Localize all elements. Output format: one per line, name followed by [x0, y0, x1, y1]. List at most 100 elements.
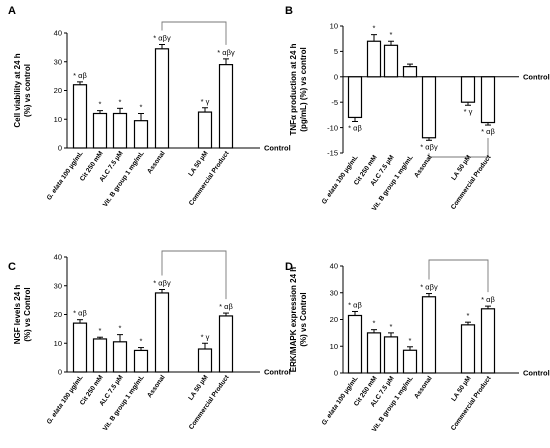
category-label: G. elata 100 µg/mL: [46, 374, 85, 426]
bar: [347, 314, 363, 374]
baseline-label: Control: [523, 73, 550, 82]
category-label: LA 50 µM: [187, 374, 210, 402]
bar: [197, 348, 213, 373]
y-tick-label: 30: [54, 57, 62, 66]
y-axis-title: Cell viability at 24 h(%) vs control: [13, 53, 32, 127]
bar: [402, 349, 418, 374]
bar: [92, 112, 108, 149]
bar: [366, 40, 382, 78]
bar: [133, 349, 149, 373]
bar: [72, 322, 88, 373]
bar: [480, 76, 496, 124]
bar: [480, 308, 496, 374]
bar: [383, 44, 399, 78]
significance-label: *: [119, 97, 122, 106]
significance-label: *: [140, 103, 143, 112]
significance-label: * αβ: [219, 302, 233, 311]
chart-panel-a: A 0 10 20 30 40 Cell viability at 24 h(%) vs c…: [8, 5, 291, 208]
baseline-label: Control: [523, 369, 550, 378]
y-tick-label: 10: [54, 115, 62, 124]
significance-label: *: [373, 319, 376, 328]
chart-panel-d: D 0 10 20 30 40 ERK/MAPK expression 24 h(%) vs…: [285, 259, 550, 433]
category-label: Vit. B group 1 mg/mL: [102, 374, 146, 432]
y-tick-label: -15: [327, 149, 338, 158]
bar: [460, 76, 476, 103]
category-label: Assonal: [146, 150, 167, 175]
y-tick-label: 0: [334, 369, 338, 378]
y-tick-label: -5: [331, 98, 338, 107]
y-tick-label: 10: [330, 342, 338, 351]
significance-label: * γ: [464, 107, 473, 116]
category-label: Vit. B group 1 mg/mL: [102, 150, 146, 208]
significance-label: *: [119, 324, 122, 333]
significance-label: * αβγ: [217, 48, 235, 57]
chart-panel-c: C 0 10 20 30 40 NGF levels 24 h(%) vs Control C…: [8, 250, 291, 432]
category-label-italic: G. elata: [46, 178, 66, 202]
y-axis-title-line: Cell viability at 24 h: [13, 53, 22, 127]
significance-label: * αβ: [73, 71, 87, 80]
category-label: Assonal: [146, 374, 167, 399]
category-label: LA 50 µM: [187, 150, 210, 178]
comparison-bracket: [161, 21, 227, 45]
significance-label: *: [99, 100, 102, 109]
category-label: G. elata 100 µg/mL: [46, 150, 85, 202]
bar: [421, 296, 437, 374]
y-tick-label: 30: [54, 281, 62, 290]
category-label: Commercial Product: [188, 373, 231, 430]
y-axis-title-line: ERK/MAPK expression 24 h: [289, 267, 298, 372]
bar: [197, 111, 213, 149]
y-axis-title-line: (%) vs Control: [23, 287, 32, 341]
y-axis-title: ERK/MAPK expression 24 h(%) vs Control: [289, 267, 308, 372]
significance-label: * αβγ: [420, 283, 438, 292]
significance-label: * αβγ: [153, 278, 171, 287]
y-tick-label: 30: [330, 288, 338, 297]
y-tick-label: 5: [334, 47, 338, 56]
significance-label: * αβ: [348, 124, 362, 133]
significance-label: *: [467, 311, 470, 320]
bar: [460, 324, 476, 374]
y-tick-label: 40: [54, 29, 62, 38]
bar: [383, 336, 399, 374]
y-tick-label: -10: [327, 123, 338, 132]
bar: [154, 48, 170, 149]
y-axis-title-line: TNFα production at 24 h: [289, 43, 298, 135]
bar: [347, 76, 363, 119]
significance-label: *: [409, 336, 412, 345]
category-label: Commercial Product: [450, 153, 493, 210]
y-axis-title: TNFα production at 24 h(pg/mL) (%) vs co…: [289, 43, 308, 135]
significance-label: * γ: [201, 332, 210, 341]
significance-label: * αβ: [348, 300, 362, 309]
chart-panel-b: B -15 -10 -5 0 5 10 TNFα production at 24 h(pg/…: [285, 5, 550, 212]
category-label: Assonal: [413, 154, 434, 179]
bar: [72, 84, 88, 149]
significance-label: * αβ: [73, 309, 87, 318]
y-tick-label: 0: [58, 144, 62, 153]
significance-label: * αβγ: [153, 34, 171, 43]
y-tick-label: 20: [54, 86, 62, 95]
y-tick-label: 40: [330, 262, 338, 271]
y-tick-label: 0: [58, 368, 62, 377]
y-axis-title-line: (%) vs control: [23, 64, 32, 117]
bar: [366, 332, 382, 374]
significance-label: * αβγ: [420, 142, 438, 151]
bar: [421, 76, 437, 139]
y-tick-label: 10: [330, 22, 338, 31]
y-axis-title-line: (%) vs Control: [299, 292, 308, 346]
bar: [112, 112, 128, 149]
bar: [112, 341, 128, 373]
category-label: Commercial Product: [450, 374, 493, 431]
significance-label: * γ: [201, 97, 210, 106]
baseline-label: Control: [264, 368, 291, 377]
significance-label: *: [390, 30, 393, 39]
bar: [154, 292, 170, 373]
bar: [218, 315, 234, 373]
panel-letter: A: [8, 5, 16, 17]
y-tick-label: 0: [334, 73, 338, 82]
significance-label: *: [390, 322, 393, 331]
significance-label: * αβ: [481, 295, 495, 304]
significance-label: *: [140, 337, 143, 346]
category-label: Assonal: [413, 375, 434, 400]
y-axis-title: NGF levels 24 h(%) vs Control: [13, 285, 32, 345]
y-tick-label: 20: [54, 310, 62, 319]
